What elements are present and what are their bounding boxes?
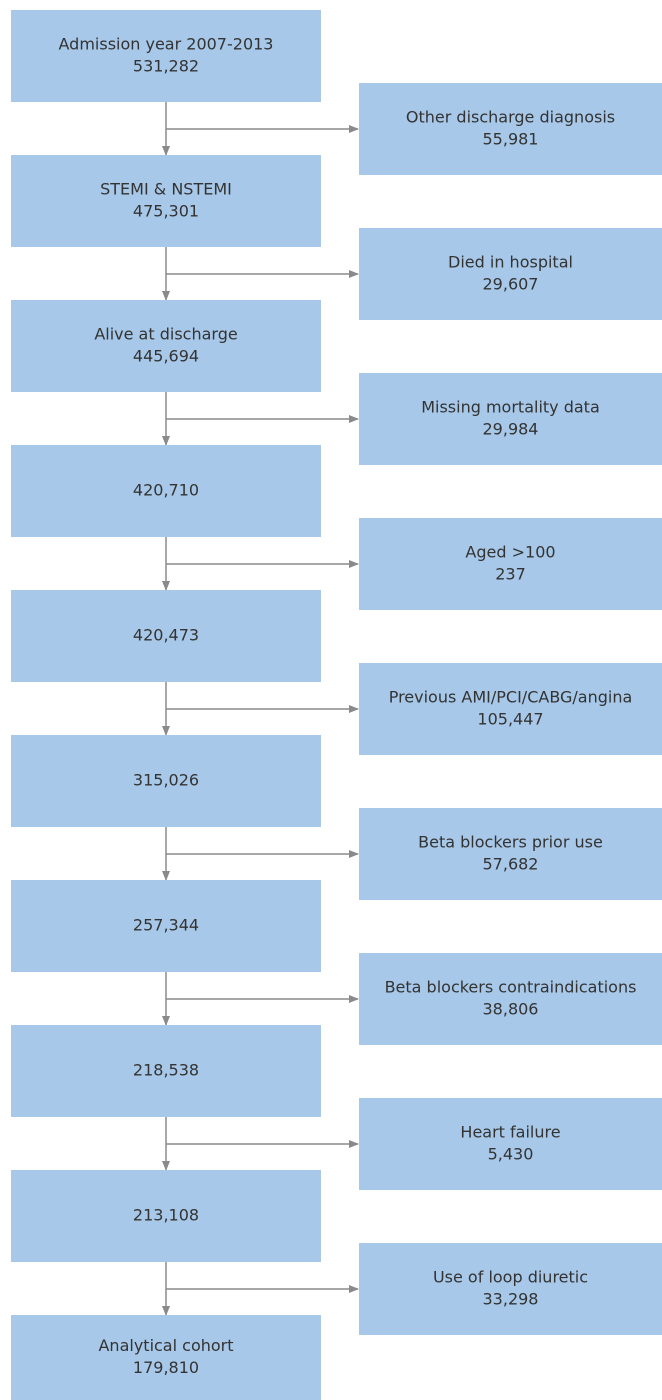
exclusion-box [359, 1098, 662, 1190]
exclusion-box-count: 55,981 [483, 130, 539, 149]
main-box [11, 735, 321, 827]
main-box [11, 1025, 321, 1117]
exclusion-box-label: Other discharge diagnosis [406, 108, 615, 127]
main-box-count: 257,344 [133, 916, 199, 935]
exclusion-box [359, 83, 662, 175]
main-box [11, 10, 321, 102]
main-box-count: 445,694 [133, 347, 199, 366]
exclusion-box [359, 1243, 662, 1335]
exclusion-box-count: 29,607 [483, 275, 539, 294]
exclusion-box-label: Missing mortality data [421, 398, 600, 417]
exclusion-box-label: Heart failure [460, 1123, 560, 1142]
main-box-label: Analytical cohort [98, 1336, 233, 1355]
main-box [11, 590, 321, 682]
main-box-count: 420,710 [133, 481, 199, 500]
main-box [11, 1315, 321, 1400]
exclusion-box-label: Beta blockers prior use [418, 833, 603, 852]
main-box-count: 475,301 [133, 202, 199, 221]
main-box [11, 300, 321, 392]
main-box [11, 155, 321, 247]
exclusion-box-count: 57,682 [483, 855, 539, 874]
main-box-label: STEMI & NSTEMI [100, 180, 232, 199]
exclusion-box [359, 663, 662, 755]
exclusion-box [359, 953, 662, 1045]
exclusion-box-count: 29,984 [483, 420, 539, 439]
main-box-label: Alive at discharge [94, 325, 237, 344]
main-box-count: 531,282 [133, 57, 199, 76]
exclusion-box-label: Died in hospital [448, 253, 573, 272]
main-box-count: 218,538 [133, 1061, 199, 1080]
main-box-count: 315,026 [133, 771, 199, 790]
main-box-label: Admission year 2007-2013 [59, 35, 274, 54]
main-box [11, 445, 321, 537]
exclusion-box-label: Previous AMI/PCI/CABG/angina [389, 688, 633, 707]
main-box-count: 179,810 [133, 1358, 199, 1377]
exclusion-box [359, 808, 662, 900]
main-box [11, 1170, 321, 1262]
exclusion-box-label: Use of loop diuretic [433, 1268, 588, 1287]
main-box [11, 880, 321, 972]
exclusion-box [359, 518, 662, 610]
exclusion-box-count: 33,298 [483, 1290, 539, 1309]
exclusion-box-count: 38,806 [483, 1000, 539, 1019]
exclusion-box-count: 237 [495, 565, 526, 584]
main-box-count: 213,108 [133, 1206, 199, 1225]
exclusion-box-label: Aged >100 [465, 543, 555, 562]
main-box-count: 420,473 [133, 626, 199, 645]
exclusion-box [359, 373, 662, 465]
exclusion-box [359, 228, 662, 320]
exclusion-box-label: Beta blockers contraindications [385, 978, 637, 997]
exclusion-box-count: 105,447 [477, 710, 543, 729]
exclusion-box-count: 5,430 [488, 1145, 534, 1164]
